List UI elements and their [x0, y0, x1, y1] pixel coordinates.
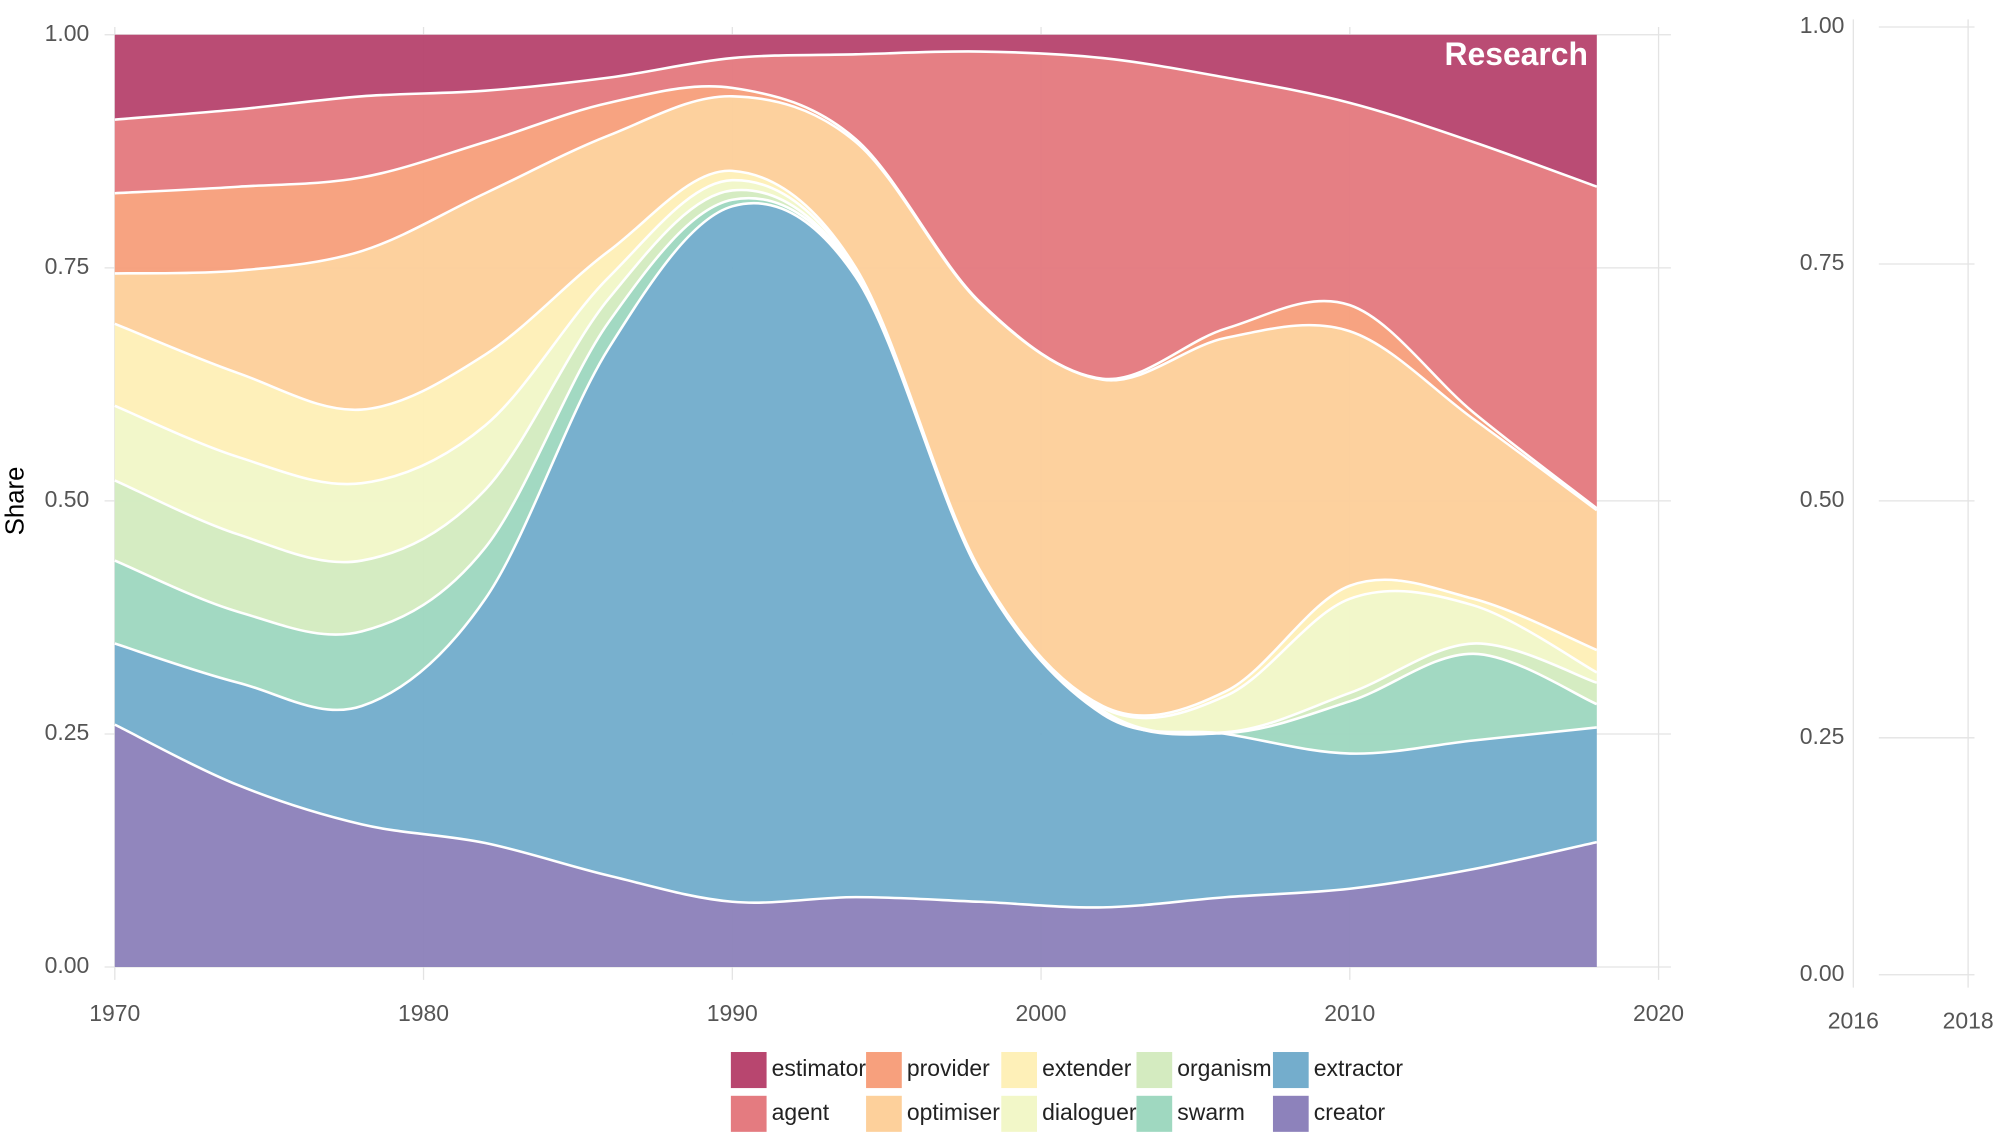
y-axis-label: Share: [1, 467, 29, 536]
area-band: [114, 96, 1597, 716]
band-edge: [114, 201, 1597, 755]
panel-title: Media: [1861, 31, 1952, 67]
area-band: [114, 170, 1597, 719]
area-band: [114, 198, 1597, 754]
legend-label: swarm: [1177, 1099, 1245, 1125]
legend-swatch: [1272, 1095, 1309, 1132]
x-tick-label: 1980: [398, 1000, 449, 1026]
area-band: [114, 724, 1597, 968]
y-tick-label: 0.25: [45, 719, 90, 745]
y-tick-label: 0.25: [1800, 723, 1845, 749]
legend-swatch: [866, 1052, 902, 1089]
legend-label: agent: [772, 1099, 830, 1125]
x-tick-label: 1970: [89, 1000, 140, 1026]
x-tick-label: 2010: [1324, 1000, 1375, 1026]
legend-swatch: [730, 1052, 767, 1089]
x-tick-label: 2016: [1828, 1007, 1879, 1033]
legend-label: dialoguer: [1042, 1099, 1137, 1125]
legend-swatch: [730, 1095, 767, 1132]
y-tick-label: 0.00: [1800, 960, 1845, 986]
x-tick-label: 2000: [1016, 1000, 1067, 1026]
band-edge: [114, 723, 1598, 909]
legend-swatch: [1001, 1095, 1037, 1132]
band-edge: [114, 169, 1598, 717]
legend-swatch: [866, 1095, 902, 1132]
legend-label: organism: [1177, 1055, 1271, 1081]
y-tick-label: 0.00: [45, 952, 90, 978]
legend-label: creator: [1314, 1099, 1386, 1125]
legend-swatch: [1136, 1095, 1173, 1132]
x-tick-label: 1990: [707, 1000, 758, 1026]
legend-swatch: [1272, 1052, 1309, 1089]
y-tick-label: 1.00: [45, 20, 90, 46]
legend-label: extender: [1042, 1055, 1132, 1081]
x-tick-label: 2020: [1633, 1000, 1684, 1026]
panel-title: Research: [1445, 36, 1588, 72]
legend-label: extractor: [1314, 1055, 1404, 1081]
legend-label: provider: [907, 1055, 990, 1081]
area-band: [114, 51, 1597, 509]
y-tick-label: 0.50: [45, 486, 90, 512]
y-tick-label: 0.50: [1800, 486, 1845, 512]
band-edge: [114, 84, 1598, 510]
y-tick-label: 0.75: [1800, 249, 1845, 275]
y-tick-label: 0.75: [45, 253, 90, 279]
area-band: [114, 203, 1597, 908]
legend-swatch: [1136, 1052, 1173, 1089]
band-edge: [114, 188, 1598, 736]
y-tick-label: 1.00: [1800, 12, 1845, 38]
x-tick-label: 2018: [1943, 1007, 1994, 1033]
band-edge: [114, 50, 1598, 188]
area-band: [114, 34, 1597, 187]
legend-swatch: [1001, 1052, 1037, 1089]
legend-label: estimator: [772, 1055, 867, 1081]
band-edge: [114, 95, 1598, 512]
legend-label: optimiser: [907, 1099, 1000, 1125]
